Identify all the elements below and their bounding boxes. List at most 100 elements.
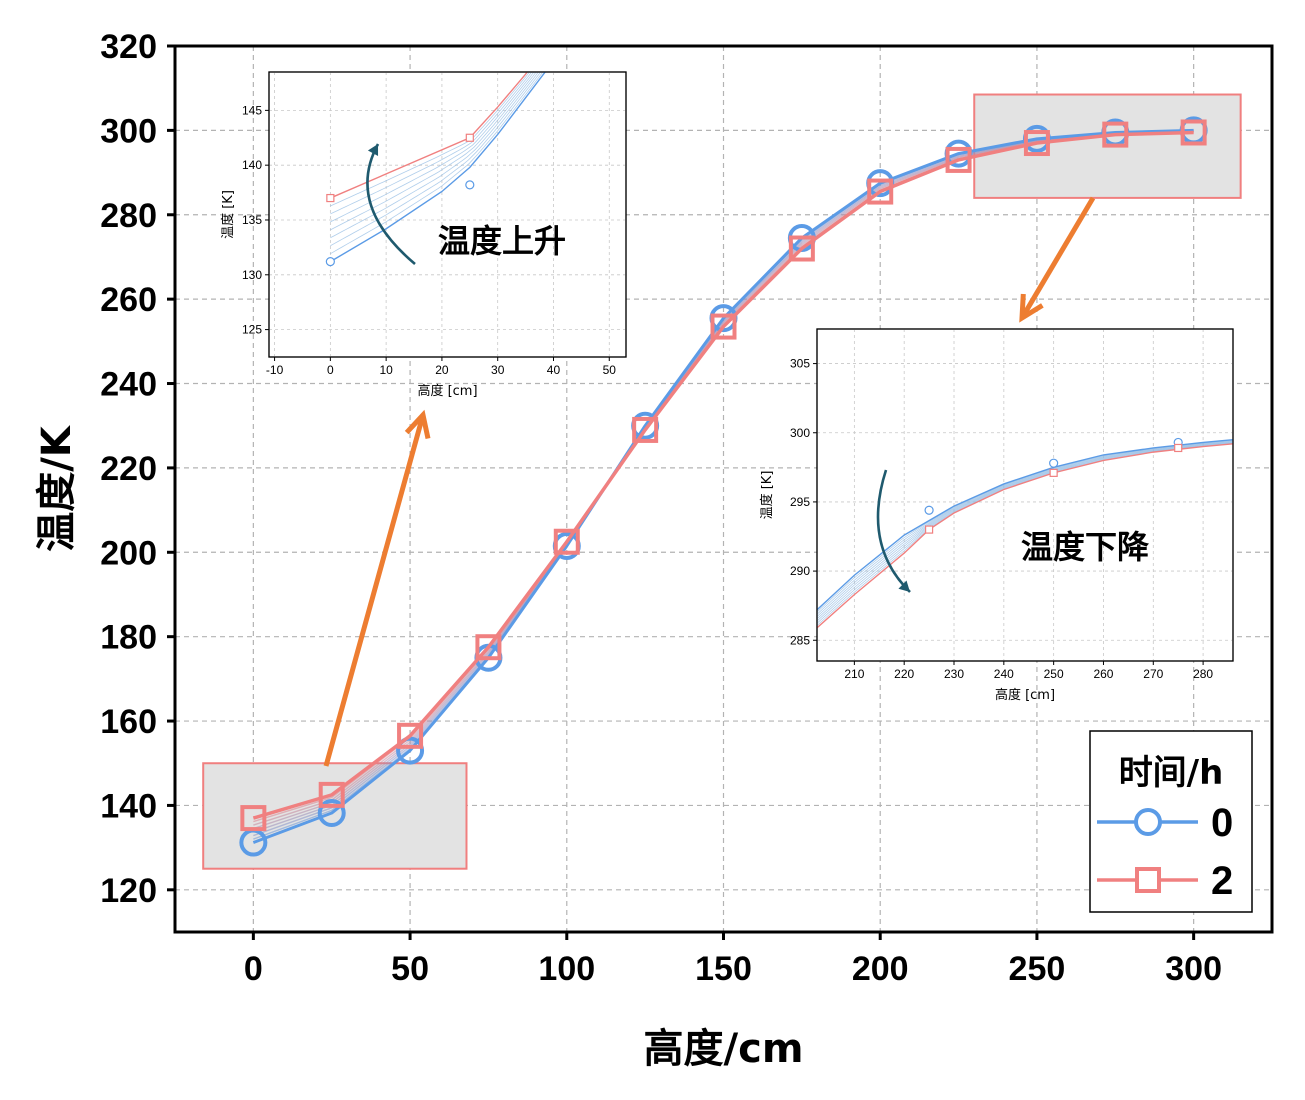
- inset-x-tick-label: 250: [1044, 667, 1064, 681]
- data-point: [1180, 119, 1207, 146]
- legend-label: 2: [1211, 859, 1233, 903]
- y-tick-label: 180: [100, 619, 157, 657]
- inset-x-axis-title: 高度 [cm]: [417, 383, 477, 399]
- y-tick-label: 140: [100, 787, 157, 825]
- series-2: [240, 119, 1207, 832]
- inset-transient-line: [817, 442, 1233, 624]
- inset-background: [268, 71, 627, 358]
- inset-y-tick-label: 300: [790, 426, 810, 440]
- inset-y-tick-label: 285: [790, 633, 810, 647]
- inset-x-tick-label: 280: [1193, 667, 1213, 681]
- trend-arrow-head: [898, 580, 910, 592]
- arrow-shaft: [1021, 196, 1096, 316]
- inset-y-tick-label: 295: [790, 495, 810, 509]
- arrow-to-inset-high: [1019, 196, 1096, 323]
- trend-arrow-curve: [366, 143, 416, 265]
- x-tick-label: 150: [695, 950, 752, 988]
- data-point: [632, 416, 659, 443]
- data-point: [788, 235, 815, 262]
- x-tick-label: 50: [391, 950, 429, 988]
- y-tick-label: 220: [100, 450, 157, 488]
- inset-y-tick-label: 145: [242, 103, 262, 117]
- inset-x-tick-label: 20: [435, 363, 449, 377]
- inset-annotation: 温度下降: [1021, 528, 1150, 566]
- inset-series-line: [330, 72, 529, 199]
- inset-y-tick-label: 135: [242, 213, 262, 227]
- y-tick-label: 120: [100, 872, 157, 910]
- inset-data-point: [1049, 468, 1058, 477]
- data-point: [1102, 121, 1129, 148]
- legend-label: 0: [1211, 801, 1233, 845]
- inset-annotation: 温度上升: [438, 222, 566, 260]
- inset-data-point: [465, 133, 474, 142]
- inset-y-tick-label: 130: [242, 268, 262, 282]
- arrow-to-inset-low: [323, 409, 431, 767]
- trend-arrow-head: [367, 144, 379, 156]
- inset-y-axis-title: 温度 [K]: [220, 190, 236, 239]
- inset-transient-line: [817, 440, 1233, 615]
- inset-x-tick-label: 0: [327, 363, 334, 377]
- data-point: [867, 178, 894, 205]
- inset-y-tick-label: 140: [242, 158, 262, 172]
- data-point: [397, 722, 424, 749]
- inset-x-tick-label: 240: [994, 667, 1014, 681]
- inset-data-point: [924, 505, 934, 515]
- inset-y-tick-label: 305: [790, 357, 810, 371]
- inset-transient-line: [330, 72, 535, 223]
- inset-x-tick-label: 10: [379, 363, 393, 377]
- legend-marker: [1135, 867, 1161, 893]
- x-tick-label: 300: [1165, 950, 1222, 988]
- data-point: [710, 313, 737, 340]
- inset-x-tick-label: -10: [266, 363, 284, 377]
- inset-transient-line: [330, 72, 544, 255]
- inset-x-tick-label: 30: [491, 363, 505, 377]
- inset-x-tick-label: 50: [603, 363, 617, 377]
- inset-data-point: [1049, 458, 1059, 468]
- arrow-head: [404, 409, 431, 439]
- y-tick-label: 200: [100, 534, 157, 572]
- inset-data-point: [326, 193, 335, 203]
- legend-title: 时间/h: [1119, 753, 1224, 793]
- inset-2: 210 220 230 240 250 260 270 280 285 290 295 300 305 高…: [759, 328, 1234, 703]
- data-point: [475, 634, 502, 661]
- legend: 时间/h 0 2: [1089, 730, 1253, 913]
- inset-data-point: [465, 180, 475, 190]
- data-point: [553, 528, 580, 555]
- y-tick-label: 260: [100, 281, 157, 319]
- x-axis-title: 高度/cm: [644, 1026, 804, 1072]
- inset-data-point: [924, 525, 934, 534]
- inset-frame: [268, 71, 627, 358]
- y-tick-label: 280: [100, 197, 157, 235]
- series-line: [252, 128, 1194, 844]
- inset-x-tick-label: 270: [1143, 667, 1163, 681]
- y-tick-label: 240: [100, 366, 157, 404]
- arrow-shaft: [323, 418, 425, 767]
- arrow-head: [1019, 293, 1044, 323]
- inset-grid: [817, 329, 1233, 661]
- inset-x-axis-title: 高度 [cm]: [995, 687, 1055, 703]
- x-tick-label: 200: [852, 950, 909, 988]
- x-tick-label: 250: [1009, 950, 1066, 988]
- inset-data-point: [325, 257, 335, 267]
- legend-marker: [1134, 808, 1162, 836]
- y-tick-label: 160: [100, 703, 157, 741]
- data-point: [318, 781, 345, 808]
- trend-arrow-curve: [876, 469, 911, 593]
- inset-series-line: [817, 443, 1233, 629]
- y-axis-title: 温度/K: [34, 424, 80, 552]
- inset-transient-line: [330, 72, 539, 239]
- inset-frame: [816, 328, 1234, 662]
- inset-x-tick-label: 230: [944, 667, 964, 681]
- x-tick-label: 0: [244, 950, 263, 988]
- inset-transient-line: [330, 72, 537, 231]
- series-line: [252, 130, 1194, 820]
- inset-data-point: [1174, 443, 1183, 453]
- y-tick-label: 320: [100, 28, 157, 66]
- inset-x-tick-label: 260: [1093, 667, 1113, 681]
- x-tick-label: 100: [538, 950, 595, 988]
- data-point: [317, 799, 346, 828]
- y-tick-label: 300: [100, 112, 157, 150]
- inset-transient-line: [330, 72, 542, 247]
- inset-y-tick-label: 290: [790, 564, 810, 578]
